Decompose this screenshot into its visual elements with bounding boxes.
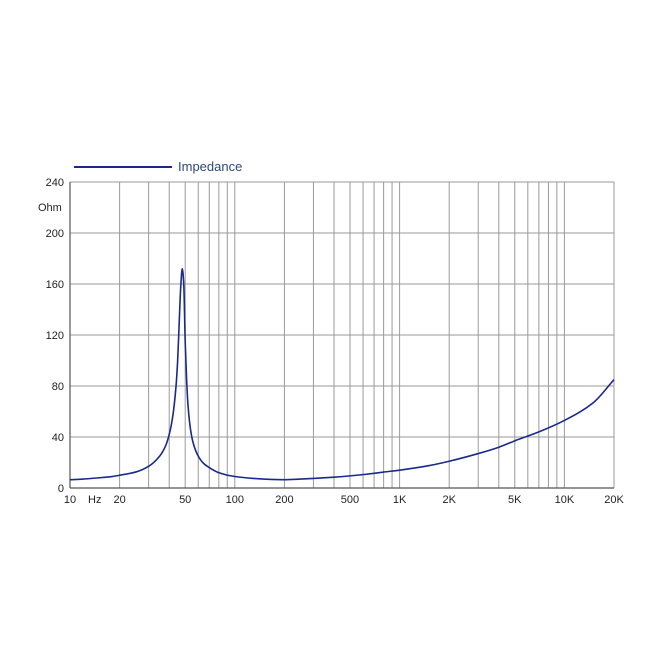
y-tick-label: 120	[46, 330, 64, 342]
y-tick-label: 160	[46, 279, 64, 291]
x-tick-label: 20	[113, 494, 125, 506]
x-tick-label: 5K	[508, 494, 522, 506]
y-tick-label: 40	[52, 432, 64, 444]
x-tick-label: 50	[179, 494, 191, 506]
series-lines	[69, 267, 615, 481]
y-tick-labels: 0 40 80 120 160 200 240	[46, 177, 64, 495]
x-tick-label: 10K	[555, 494, 575, 506]
series-line-impedance	[69, 267, 615, 481]
gridlines	[69, 181, 615, 489]
y-tick-label: 240	[46, 177, 64, 189]
axes	[69, 182, 614, 489]
legend: Impedance	[74, 159, 242, 174]
y-tick-label: 200	[46, 228, 64, 240]
x-tick-label: 20K	[604, 494, 624, 506]
x-tick-label: 2K	[442, 494, 456, 506]
x-tick-label: 200	[275, 494, 293, 506]
x-unit-label: Hz	[88, 494, 101, 506]
x-tick-label: 500	[341, 494, 359, 506]
x-tick-label: 100	[226, 494, 244, 506]
y-tick-label: 0	[58, 483, 64, 495]
x-tick-label: 1K	[393, 494, 407, 506]
y-tick-label: 80	[52, 381, 64, 393]
y-unit-label: Ohm	[38, 202, 62, 214]
x-tick-label: 10	[64, 494, 76, 506]
x-tick-labels: 10 20 50 100 200 500 1K 2K 5K 10K 20K	[64, 494, 625, 506]
legend-label-impedance: Impedance	[178, 159, 242, 174]
